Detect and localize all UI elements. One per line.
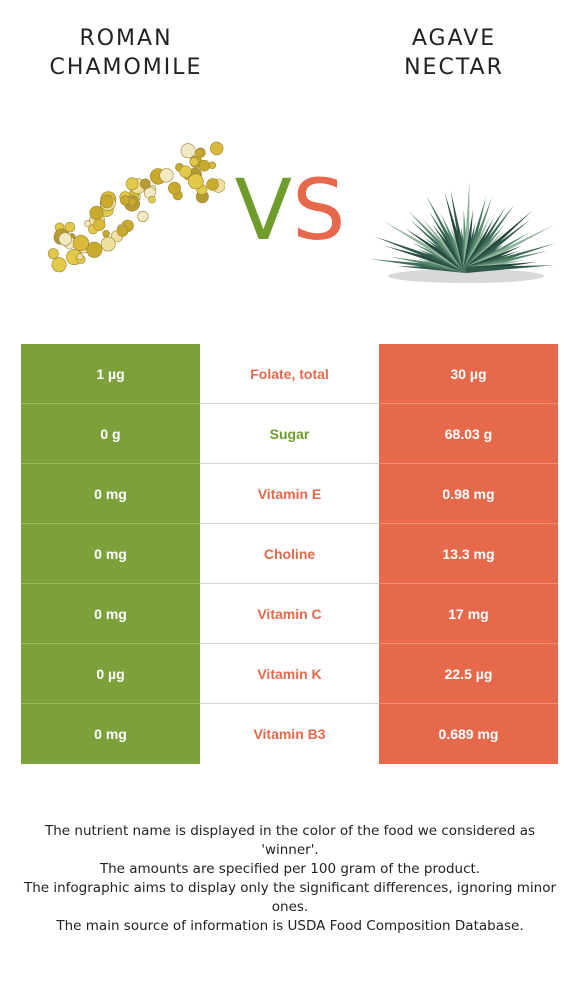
vs-letter-s: S <box>292 161 346 259</box>
right-food-title-line1: AGAVE <box>411 26 497 51</box>
nutrient-name: Vitamin E <box>200 464 379 524</box>
left-value: 0 g <box>21 404 200 464</box>
comparison-table: 1 µg Folate, total 30 µg 0 g Sugar 68.03… <box>21 344 558 764</box>
footer-line: The infographic aims to display only the… <box>23 880 557 915</box>
right-value: 17 mg <box>379 584 558 644</box>
table-row: 0 mg Choline 13.3 mg <box>21 524 558 584</box>
left-value: 0 mg <box>21 464 200 524</box>
vs-label: VS <box>225 160 355 260</box>
nutrient-name: Choline <box>200 524 379 584</box>
table-row: 0 mg Vitamin B3 0.689 mg <box>21 704 558 764</box>
right-value: 22.5 µg <box>379 644 558 704</box>
chamomile-flowers-image <box>47 141 225 273</box>
right-value: 0.98 mg <box>379 464 558 524</box>
nutrient-name: Vitamin B3 <box>200 704 379 764</box>
left-value: 1 µg <box>21 344 200 404</box>
right-value: 0.689 mg <box>379 704 558 764</box>
left-value: 0 mg <box>21 704 200 764</box>
footer-line: The nutrient name is displayed in the co… <box>44 823 536 858</box>
footer-line: The amounts are specified per 100 gram o… <box>99 861 481 877</box>
nutrient-name: Folate, total <box>200 344 379 404</box>
right-value: 68.03 g <box>379 404 558 464</box>
footer-notes: The nutrient name is displayed in the co… <box>20 822 560 936</box>
table-row: 0 mg Vitamin E 0.98 mg <box>21 464 558 524</box>
table-row: 0 g Sugar 68.03 g <box>21 404 558 464</box>
table-row: 1 µg Folate, total 30 µg <box>21 344 558 404</box>
right-food-title-line2: NECTAR <box>404 55 504 80</box>
nutrient-name: Sugar <box>200 404 379 464</box>
nutrient-name: Vitamin C <box>200 584 379 644</box>
left-value: 0 mg <box>21 584 200 644</box>
agave-plant-image <box>370 180 556 283</box>
table-row: 0 mg Vitamin C 17 mg <box>21 584 558 644</box>
left-food-title-line1: ROMAN <box>79 26 173 51</box>
left-food-title-line2: CHAMOMILE <box>49 55 203 80</box>
nutrient-name: Vitamin K <box>200 644 379 704</box>
footer-line: The main source of information is USDA F… <box>56 918 524 934</box>
left-value: 0 µg <box>21 644 200 704</box>
table-row: 0 µg Vitamin K 22.5 µg <box>21 644 558 704</box>
right-value: 30 µg <box>379 344 558 404</box>
left-food-title: ROMAN CHAMOMILE <box>26 24 226 82</box>
right-food-title: AGAVE NECTAR <box>354 24 554 82</box>
vs-letter-v: V <box>234 161 293 259</box>
right-value: 13.3 mg <box>379 524 558 584</box>
left-value: 0 mg <box>21 524 200 584</box>
